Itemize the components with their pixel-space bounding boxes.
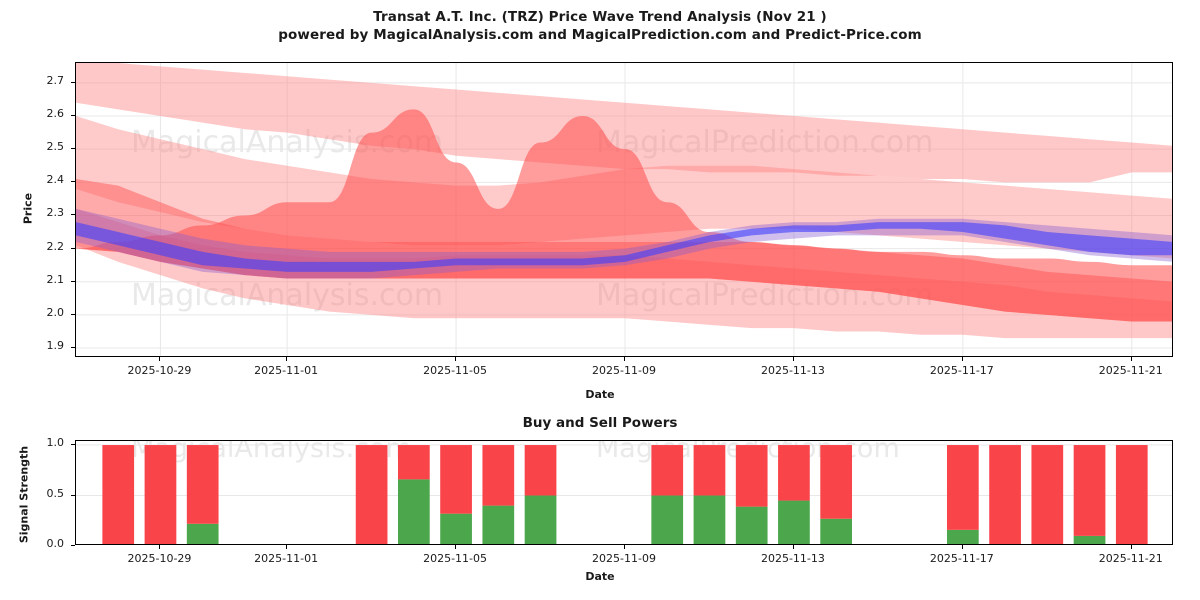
powers-title: Buy and Sell Powers — [522, 415, 678, 431]
powers-y-tick: 0.5 — [46, 486, 65, 500]
powers-y-tick-mark — [71, 444, 75, 446]
buy-sell-powers-chart: MagicalAnalysis.com MagicalPrediction.co… — [75, 440, 1173, 545]
powers-chart-canvas — [76, 444, 1172, 544]
price-y-tick: 2.0 — [46, 305, 65, 319]
powers-x-tick: 2025-11-17 — [929, 552, 994, 565]
powers-x-tick-mark — [961, 545, 963, 549]
price-y-tick: 2.1 — [46, 272, 65, 286]
powers-x-tick-mark — [455, 545, 457, 549]
price-x-tick-mark — [455, 357, 457, 361]
powers-x-tick-mark — [792, 545, 794, 549]
price-y-tick-mark — [71, 214, 75, 216]
price-x-tick: 2025-11-17 — [929, 364, 994, 377]
powers-x-tick-mark — [286, 545, 288, 549]
price-y-tick: 2.7 — [46, 73, 65, 87]
price-y-tick-mark — [71, 313, 75, 315]
price-x-tick: 2025-11-01 — [254, 364, 319, 377]
price-y-tick: 2.4 — [46, 173, 65, 187]
powers-y-tick-mark — [71, 494, 75, 496]
price-x-tick: 2025-11-13 — [760, 364, 825, 377]
powers-x-tick: 2025-11-13 — [760, 552, 825, 565]
powers-x-axis-label: Date — [585, 570, 615, 583]
powers-x-tick: 2025-11-09 — [592, 552, 656, 565]
price-wave-chart: MagicalAnalysis.com MagicalPrediction.co… — [75, 62, 1173, 357]
powers-x-tick: 2025-11-21 — [1098, 552, 1163, 565]
price-chart-canvas — [76, 63, 1172, 356]
price-x-axis-label: Date — [585, 388, 615, 401]
powers-y-tick-mark — [71, 545, 75, 546]
powers-y-tick: 1.0 — [46, 436, 65, 450]
price-x-tick-mark — [961, 357, 963, 361]
price-x-tick: 2025-11-21 — [1098, 364, 1163, 377]
powers-x-tick-mark — [624, 545, 625, 549]
price-x-tick-mark — [624, 357, 625, 361]
price-x-tick-mark — [159, 357, 161, 361]
price-y-tick-mark — [71, 81, 75, 83]
price-x-tick: 2025-11-05 — [423, 364, 488, 377]
price-y-tick: 2.2 — [46, 239, 65, 253]
powers-y-tick: 0.0 — [46, 537, 65, 550]
price-y-tick-mark — [71, 280, 75, 282]
price-y-tick-mark — [71, 115, 75, 117]
price-x-tick: 2025-10-29 — [127, 364, 192, 377]
price-y-tick: 1.9 — [46, 339, 65, 353]
powers-x-tick: 2025-11-01 — [254, 552, 319, 565]
price-y-tick-mark — [71, 148, 75, 150]
powers-x-tick-mark — [159, 545, 161, 549]
price-y-tick: 2.3 — [46, 206, 65, 220]
price-x-tick-mark — [792, 357, 794, 361]
price-x-tick-mark — [286, 357, 288, 361]
powers-x-tick-mark — [1130, 545, 1132, 549]
price-y-tick-mark — [71, 347, 75, 349]
page-subtitle: powered by MagicalAnalysis.com and Magic… — [278, 27, 922, 43]
page-title: Transat A.T. Inc. (TRZ) Price Wave Trend… — [373, 9, 827, 25]
powers-x-tick: 2025-11-05 — [423, 552, 488, 565]
price-x-tick-mark — [1130, 357, 1132, 361]
price-y-tick: 2.5 — [46, 140, 65, 154]
price-y-tick-mark — [71, 181, 75, 183]
chart-title-block: Transat A.T. Inc. (TRZ) Price Wave Trend… — [0, 8, 1200, 45]
price-y-axis-label: Price — [21, 192, 35, 225]
powers-y-axis-label: Signal Strength — [17, 445, 31, 544]
powers-x-tick: 2025-10-29 — [127, 552, 192, 565]
price-y-tick-mark — [71, 247, 75, 249]
price-y-tick: 2.6 — [46, 107, 65, 121]
price-x-tick: 2025-11-09 — [592, 364, 656, 377]
